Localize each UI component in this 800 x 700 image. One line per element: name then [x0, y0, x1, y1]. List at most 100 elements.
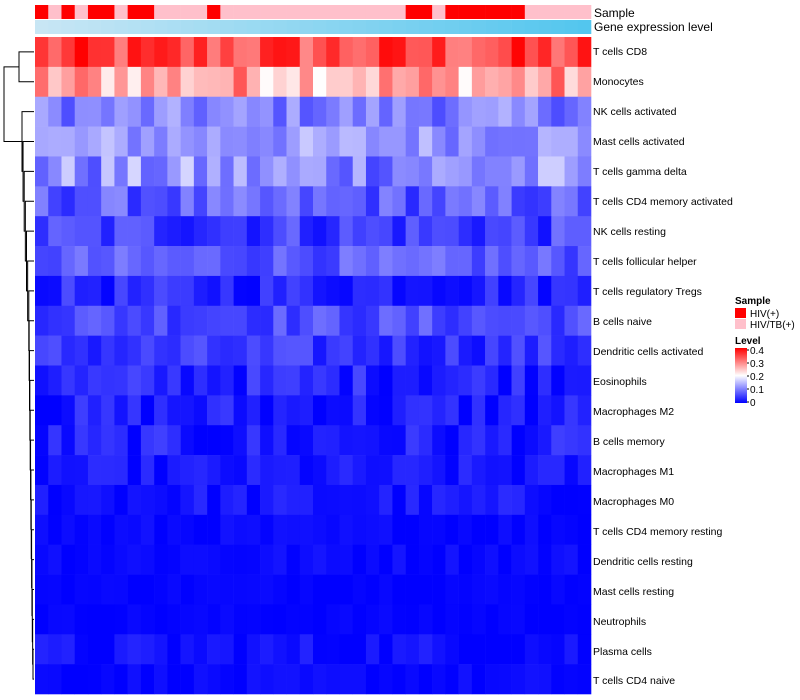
- heatmap-cell: [551, 664, 565, 695]
- heatmap-cell: [313, 305, 327, 336]
- heatmap-cell: [352, 275, 367, 307]
- heatmap-cell: [61, 514, 76, 545]
- heatmap-cell: [551, 156, 565, 187]
- heatmap-cell: [511, 275, 526, 307]
- heatmap-cell: [114, 544, 128, 575]
- heatmap-cell: [140, 216, 155, 247]
- heatmap-cell: [167, 216, 181, 247]
- heatmap-cell: [101, 455, 115, 486]
- heatmap-cell: [246, 604, 261, 635]
- heatmap-cell: [339, 156, 354, 187]
- heatmap-cell: [405, 365, 420, 396]
- heatmap-cell: [246, 335, 261, 366]
- heatmap-cell: [365, 37, 380, 68]
- heatmap-cell: [61, 574, 76, 605]
- heatmap-cell: [405, 96, 420, 127]
- heatmap-cell: [74, 484, 89, 516]
- heatmap-cell: [246, 514, 261, 545]
- sample-annotation-cell: [48, 5, 62, 19]
- sample-annotation-cell: [392, 5, 406, 19]
- heatmap-cell: [538, 126, 552, 157]
- heatmap-cell: [445, 365, 459, 396]
- heatmap-cell: [61, 275, 76, 307]
- heatmap-cell: [48, 275, 62, 307]
- heatmap-cell: [498, 37, 512, 68]
- heatmap-cell: [485, 664, 499, 695]
- row-label: Mast cells activated: [593, 136, 685, 148]
- row-label: Mast cells resting: [593, 586, 674, 598]
- heatmap-cell: [471, 514, 486, 545]
- heatmap-cell: [511, 514, 526, 545]
- heatmap-cell: [48, 484, 62, 516]
- heatmap-cell: [511, 455, 526, 486]
- heatmap-cell: [233, 395, 248, 426]
- heatmap-cell: [48, 335, 62, 366]
- heatmap-cell: [392, 156, 406, 187]
- heatmap-cell: [498, 66, 512, 98]
- sample-annotation-cell: [180, 5, 195, 19]
- heatmap-cell: [458, 455, 473, 486]
- heatmap-cell: [246, 395, 261, 426]
- heatmap-cell: [260, 365, 274, 396]
- heatmap-cell: [87, 425, 102, 456]
- row-label: NK cells resting: [593, 226, 666, 238]
- heatmap-cell: [471, 335, 486, 366]
- heatmap-cell: [432, 66, 446, 98]
- heatmap-cell: [246, 37, 261, 68]
- heatmap-cell: [445, 634, 459, 665]
- expression-annotation-cell: [154, 20, 168, 34]
- heatmap-cell: [445, 664, 459, 695]
- heatmap-cell: [432, 96, 446, 127]
- heatmap-cell: [167, 365, 181, 396]
- heatmap-cell: [246, 305, 261, 336]
- heatmap-cell: [193, 544, 208, 575]
- heatmap-cell: [485, 96, 499, 127]
- heatmap-cell: [471, 455, 486, 486]
- sample-annotation-cell: [339, 5, 354, 19]
- heatmap-cell: [577, 455, 592, 486]
- heatmap-cell: [458, 365, 473, 396]
- row-label: Plasma cells: [593, 646, 652, 658]
- row-label: Neutrophils: [593, 616, 646, 628]
- row-label: T cells follicular helper: [593, 256, 697, 268]
- expression-annotation-cell: [286, 20, 301, 34]
- heatmap-cell: [392, 425, 406, 456]
- heatmap-cell: [35, 216, 49, 247]
- heatmap-cell: [339, 484, 354, 516]
- heatmap-cell: [233, 604, 248, 635]
- heatmap-cell: [246, 216, 261, 247]
- heatmap-cell: [61, 634, 76, 665]
- heatmap-cell: [140, 574, 155, 605]
- heatmap-cell: [260, 514, 274, 545]
- row-label: Monocytes: [593, 76, 644, 88]
- heatmap-cell: [405, 246, 420, 277]
- heatmap-cell: [273, 96, 287, 127]
- sample-annotation-cell: [498, 5, 512, 19]
- heatmap-cell: [418, 514, 433, 545]
- heatmap-cell: [101, 37, 115, 68]
- heatmap-cell: [61, 156, 76, 187]
- heatmap-cell: [140, 604, 155, 635]
- expression-annotation-cell: [167, 20, 181, 34]
- sample-annotation-cell: [260, 5, 274, 19]
- heatmap-cell: [538, 365, 552, 396]
- heatmap-cell: [339, 37, 354, 68]
- heatmap-cell: [114, 246, 128, 277]
- heatmap-cell: [326, 126, 340, 157]
- heatmap-cell: [207, 425, 221, 456]
- heatmap-cell: [352, 455, 367, 486]
- heatmap-cell: [101, 574, 115, 605]
- heatmap-cell: [233, 514, 248, 545]
- sample-annotation-cell: [220, 5, 234, 19]
- heatmap-cell: [405, 66, 420, 98]
- expression-annotation-cell: [87, 20, 102, 34]
- heatmap-cell: [154, 96, 168, 127]
- legend-sample: Sample HIV(+) HIV/TB(+): [735, 296, 795, 331]
- heatmap-cell: [193, 96, 208, 127]
- heatmap-cell: [498, 156, 512, 187]
- heatmap-cell: [220, 305, 234, 336]
- heatmap-cell: [379, 126, 393, 157]
- heatmap-cell: [35, 514, 49, 545]
- heatmap-cell: [48, 514, 62, 545]
